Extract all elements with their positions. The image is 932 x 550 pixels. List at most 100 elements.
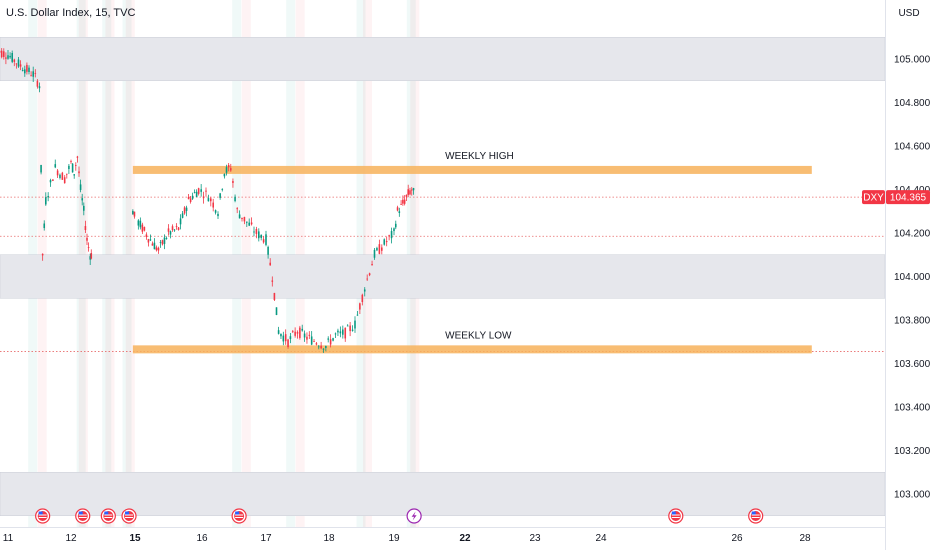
us-flag-icon	[125, 511, 130, 515]
candle-body	[43, 223, 46, 229]
candle-body	[141, 224, 144, 232]
candle-body	[139, 220, 142, 228]
candle-body	[19, 64, 22, 67]
candle-body	[378, 244, 381, 254]
candle-body	[400, 203, 402, 205]
candle-body	[280, 333, 282, 337]
candle-body	[165, 238, 168, 239]
candle-body	[163, 237, 166, 244]
candle-body	[187, 196, 190, 200]
y-axis-tick-label: 103.600	[894, 359, 931, 370]
us-flag-icon	[751, 517, 760, 518]
candle-body	[260, 234, 262, 238]
candle-body	[137, 220, 140, 226]
candle-body	[262, 239, 265, 243]
us-flag-icon	[751, 514, 760, 516]
candle-body	[214, 210, 217, 213]
candle-body	[232, 180, 234, 183]
candle-body	[277, 330, 280, 334]
candle-body	[296, 332, 299, 334]
candle-body	[157, 247, 160, 251]
candle-body	[393, 228, 395, 232]
candle-body	[183, 207, 186, 214]
candle-body	[132, 210, 134, 215]
x-axis-tick-label: 23	[529, 533, 541, 544]
candle-body	[294, 331, 296, 336]
candle-body	[79, 184, 82, 190]
candle-body	[86, 237, 88, 241]
candle-body	[143, 226, 146, 231]
us-flag-icon	[78, 517, 87, 518]
currency-selector[interactable]: USD	[898, 8, 920, 19]
candle-body	[21, 69, 24, 71]
candle-body	[177, 227, 180, 230]
candle-body	[47, 195, 49, 198]
candle-body	[45, 197, 47, 205]
candle-body	[61, 172, 64, 180]
candle-body	[299, 327, 301, 338]
us-flag-icon	[104, 514, 113, 516]
candle-body	[81, 198, 83, 201]
candle-body	[161, 240, 164, 245]
candle-body	[7, 55, 9, 59]
candle-body	[200, 189, 202, 192]
symbol-badge	[862, 190, 885, 205]
candle-body	[133, 211, 136, 217]
y-axis-tick-label: 103.000	[894, 490, 931, 501]
candle-body	[71, 163, 74, 173]
candle-body	[349, 325, 351, 332]
last-price-badge	[886, 190, 930, 205]
us-flag-icon	[104, 511, 109, 515]
x-axis-tick-label: 17	[260, 533, 272, 544]
candle-body	[320, 345, 322, 349]
candle-body	[236, 208, 238, 210]
x-axis-tick-label: 16	[196, 533, 208, 544]
candle-body	[155, 247, 158, 251]
candle-body	[54, 164, 57, 168]
candle-body	[30, 75, 32, 77]
candle-body	[38, 86, 41, 89]
candle-body	[13, 59, 16, 62]
us-flag-icon	[38, 514, 47, 516]
candle-body	[267, 246, 269, 255]
candle-body	[28, 67, 30, 72]
y-axis-tick-label: 104.200	[894, 229, 931, 240]
candle-body	[217, 213, 219, 217]
candle-body	[34, 73, 37, 75]
candle-body	[181, 213, 184, 218]
candle-body	[265, 234, 267, 245]
candle-body	[273, 292, 276, 300]
candle-body	[356, 314, 359, 316]
candle-body	[84, 226, 87, 231]
candle-body	[363, 289, 366, 292]
us-flag-icon	[235, 517, 244, 518]
candle-body	[410, 189, 413, 191]
candle-body	[78, 171, 80, 174]
y-axis-tick-label: 104.800	[894, 98, 931, 109]
lightning-icon	[411, 511, 417, 521]
candle-body	[308, 334, 311, 336]
candle-body	[373, 249, 376, 258]
candle-body	[11, 52, 13, 62]
candle-body	[383, 239, 386, 245]
candle-body	[313, 340, 315, 342]
candle-body	[227, 164, 230, 168]
us-flag-icon	[671, 517, 680, 518]
candle-body	[175, 225, 178, 227]
candle-body	[354, 320, 356, 329]
last-price-label: 104.365	[890, 193, 927, 204]
candle-body	[56, 170, 59, 176]
candle-body	[49, 180, 52, 183]
y-axis-tick-label: 103.800	[894, 316, 931, 327]
candle-body	[303, 333, 306, 338]
candle-body	[344, 327, 347, 339]
candle-body	[381, 247, 383, 251]
candle-body	[269, 262, 271, 266]
us-flag-icon	[78, 511, 83, 515]
candle-body	[359, 303, 361, 310]
x-axis-tick-label: 22	[459, 533, 471, 544]
y-axis-tick-label: 104.600	[894, 142, 931, 153]
x-axis-tick-label: 11	[3, 533, 14, 544]
candle-body	[327, 338, 330, 340]
